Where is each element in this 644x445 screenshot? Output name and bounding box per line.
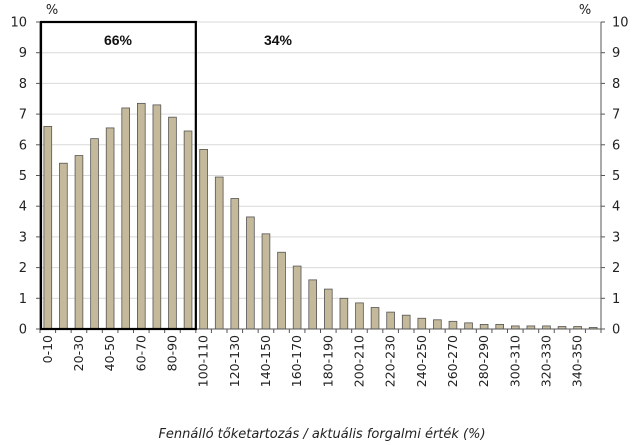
y-tick-label-right: 1 (612, 292, 620, 307)
bars (43, 102, 598, 330)
x-category-labels: 0-10 20-30 40-50 60-70 80-90 100-110 120-130 14… (40, 335, 585, 387)
x-category-label: 80-90 (164, 335, 179, 371)
bar (433, 319, 442, 330)
x-category-label: 200-210 (351, 335, 366, 387)
bar (277, 251, 286, 330)
bar (495, 323, 505, 330)
bar (59, 162, 68, 330)
y-tick-label-right: 10 (612, 16, 629, 31)
y-tick-label-right: 7 (612, 108, 620, 123)
x-category-label: 160-170 (289, 335, 304, 387)
bar (370, 307, 380, 330)
x-category-label: 20-30 (71, 335, 86, 371)
bar (292, 265, 302, 330)
y-tick-label-right: 3 (612, 230, 620, 245)
y-tick-label-left: 2 (19, 261, 27, 276)
bar (246, 216, 255, 330)
bar (339, 297, 349, 330)
x-category-label: 60-70 (133, 335, 148, 371)
bar (152, 104, 162, 330)
bar (121, 107, 131, 330)
bar (43, 125, 53, 330)
left-y-axis-unit: % (46, 3, 58, 18)
annotation-66: 66% (104, 32, 133, 48)
bar (323, 288, 333, 330)
bar (74, 155, 84, 330)
bar (308, 279, 318, 330)
right-y-axis-ticks: 0 1 2 3 4 5 6 7 8 9 10 (612, 16, 629, 338)
y-tick-label-left: 9 (19, 46, 27, 61)
x-axis-label: Fennálló tőketartozás / aktuális forgalm… (158, 427, 485, 442)
bar (90, 138, 99, 330)
y-tick-label-right: 4 (612, 200, 620, 215)
y-tick-label-left: 3 (19, 230, 27, 245)
bar (479, 323, 489, 330)
bar (386, 311, 395, 330)
x-category-label: 180-190 (320, 335, 335, 387)
bar (168, 116, 177, 330)
right-y-axis-unit: % (579, 3, 591, 18)
bar (214, 176, 224, 330)
x-category-label: 240-250 (414, 335, 429, 387)
x-category-label: 40-50 (102, 335, 117, 371)
y-tick-label-left: 10 (10, 16, 27, 31)
y-tick-label-right: 8 (612, 77, 620, 92)
y-tick-label-left: 8 (19, 77, 27, 92)
y-tick-label-left: 1 (19, 292, 27, 307)
bar (261, 233, 271, 330)
y-tick-label-left: 7 (19, 108, 27, 123)
bar (417, 317, 427, 330)
x-axis-ticks (39, 329, 602, 333)
y-tick-label-left: 4 (19, 200, 27, 215)
y-tick-label-right: 6 (612, 138, 620, 153)
annotation-range-box (39, 20, 197, 331)
y-tick-label-left: 5 (19, 169, 27, 184)
x-category-label: 100-110 (196, 335, 211, 387)
y-tick-label-left: 6 (19, 138, 27, 153)
bar (136, 102, 146, 330)
y-tick-label-right: 9 (612, 46, 620, 61)
annotation-34: 34% (264, 32, 293, 48)
gridlines (40, 21, 601, 299)
bar (448, 320, 458, 330)
y-tick-label-right: 5 (612, 169, 620, 184)
bar (401, 314, 411, 330)
x-category-label: 0-10 (40, 335, 55, 363)
bar (105, 127, 115, 330)
x-category-label: 260-270 (445, 335, 460, 387)
y-tick-label-left: 0 (19, 323, 27, 338)
x-category-label: 340-350 (570, 335, 585, 387)
annotation-box (39, 20, 197, 331)
bar (183, 130, 193, 330)
bar (230, 198, 240, 330)
bar (199, 149, 208, 330)
x-category-label: 120-130 (227, 335, 242, 387)
bar (464, 322, 473, 330)
y-tick-label-right: 0 (612, 323, 620, 338)
x-category-label: 140-150 (258, 335, 273, 387)
x-category-label: 320-330 (538, 335, 553, 387)
x-category-label: 300-310 (507, 335, 522, 387)
bar (355, 302, 364, 330)
y-tick-label-right: 2 (612, 261, 620, 276)
left-y-axis-ticks: 0 1 2 3 4 5 6 7 8 9 10 (10, 16, 27, 338)
x-category-label: 280-290 (476, 335, 491, 387)
x-category-label: 220-230 (383, 335, 398, 387)
